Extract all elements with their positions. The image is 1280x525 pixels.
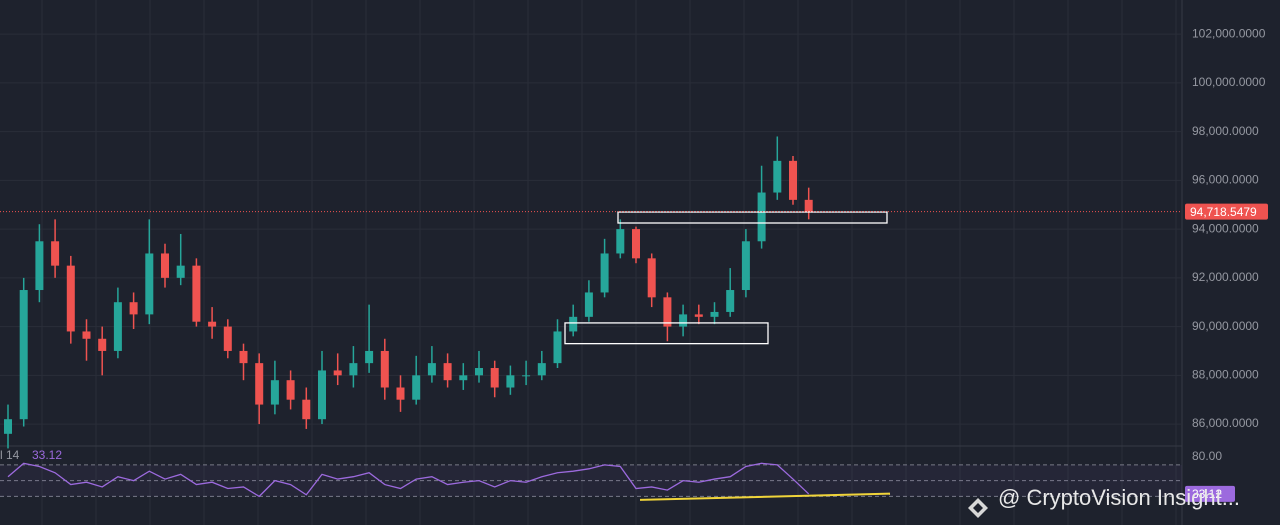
candle-body — [66, 265, 75, 332]
y-tick-label: 92,000.0000 — [1192, 270, 1259, 284]
candle-body — [789, 160, 797, 200]
candle-body — [4, 419, 12, 434]
rsi-band — [0, 464, 1182, 497]
rsi-name: l 14 — [0, 448, 20, 462]
candle-body — [647, 258, 656, 298]
candle-body — [176, 265, 185, 278]
candle-body — [192, 265, 201, 322]
candle-body — [113, 302, 122, 351]
candle-body — [522, 375, 531, 377]
last-price-tag — [1185, 203, 1268, 220]
candle-body — [98, 338, 107, 351]
candle-body — [365, 350, 374, 364]
candle-body — [710, 311, 719, 317]
y-tick-label: 88,000.0000 — [1192, 367, 1259, 381]
rsi-tick-label: 80.00 — [1192, 449, 1222, 463]
candle-body — [600, 253, 609, 293]
watermark-logo — [968, 498, 988, 518]
candle-body — [349, 363, 358, 376]
candle-body — [302, 399, 311, 420]
candle-body — [239, 350, 248, 364]
rsi-trendline — [639, 492, 891, 501]
y-tick-label: 90,000.0000 — [1192, 319, 1259, 333]
candle-body — [145, 253, 154, 315]
y-tick-label: 100,000.0000 — [1192, 75, 1266, 89]
candle-body — [553, 331, 562, 364]
candle-body — [632, 229, 640, 259]
y-tick-label: 86,000.0000 — [1192, 416, 1259, 430]
candle-body — [694, 314, 703, 317]
candle-body — [286, 380, 295, 400]
y-tick-label: 102,000.0000 — [1192, 26, 1266, 40]
candle-body — [380, 350, 389, 388]
zone-box — [617, 211, 888, 224]
zone-box — [564, 322, 769, 345]
candle-body — [537, 363, 546, 376]
vertical-grid — [41, 0, 1177, 525]
candle-body — [35, 241, 44, 291]
candle-body — [129, 302, 138, 315]
candle-body — [804, 199, 813, 212]
candle-body — [318, 370, 326, 420]
candle-body — [270, 380, 279, 405]
candle-body — [412, 375, 421, 400]
candle-body — [427, 363, 436, 376]
candle-body — [255, 363, 264, 405]
candle-body — [82, 331, 91, 339]
candle-body — [773, 160, 782, 193]
y-tick-label: 94,000.0000 — [1192, 221, 1259, 235]
candle-body — [208, 321, 217, 327]
rsi-line — [7, 462, 810, 498]
candle-body — [490, 368, 499, 388]
candle-body — [333, 370, 342, 376]
rsi-value-tag — [1185, 485, 1235, 502]
candle-body — [161, 253, 169, 278]
rsi-value-tag-label: 33.12 — [1192, 487, 1222, 501]
candle-body — [475, 368, 483, 376]
candle-body — [616, 229, 625, 254]
candle-body — [569, 316, 578, 332]
watermark: @ CryptoVision Insight... — [998, 485, 1240, 510]
candle-body — [396, 387, 405, 400]
candle-body — [223, 326, 232, 351]
candle-body — [741, 241, 750, 291]
candle-body — [679, 314, 688, 327]
y-tick-label: 98,000.0000 — [1192, 124, 1259, 138]
candle-body — [51, 241, 60, 266]
rsi-value: 33.12 — [32, 448, 62, 462]
candle-body — [459, 375, 468, 381]
candle-body — [726, 290, 735, 312]
candle-body — [663, 297, 672, 327]
last-price-label: 94,718.5479 — [1190, 205, 1257, 219]
candle-body — [19, 290, 28, 420]
candle-body — [443, 363, 452, 381]
candle-body — [757, 192, 766, 242]
candle-body — [506, 375, 515, 388]
y-tick-label: 96,000.0000 — [1192, 173, 1259, 187]
candle-body — [584, 292, 593, 317]
